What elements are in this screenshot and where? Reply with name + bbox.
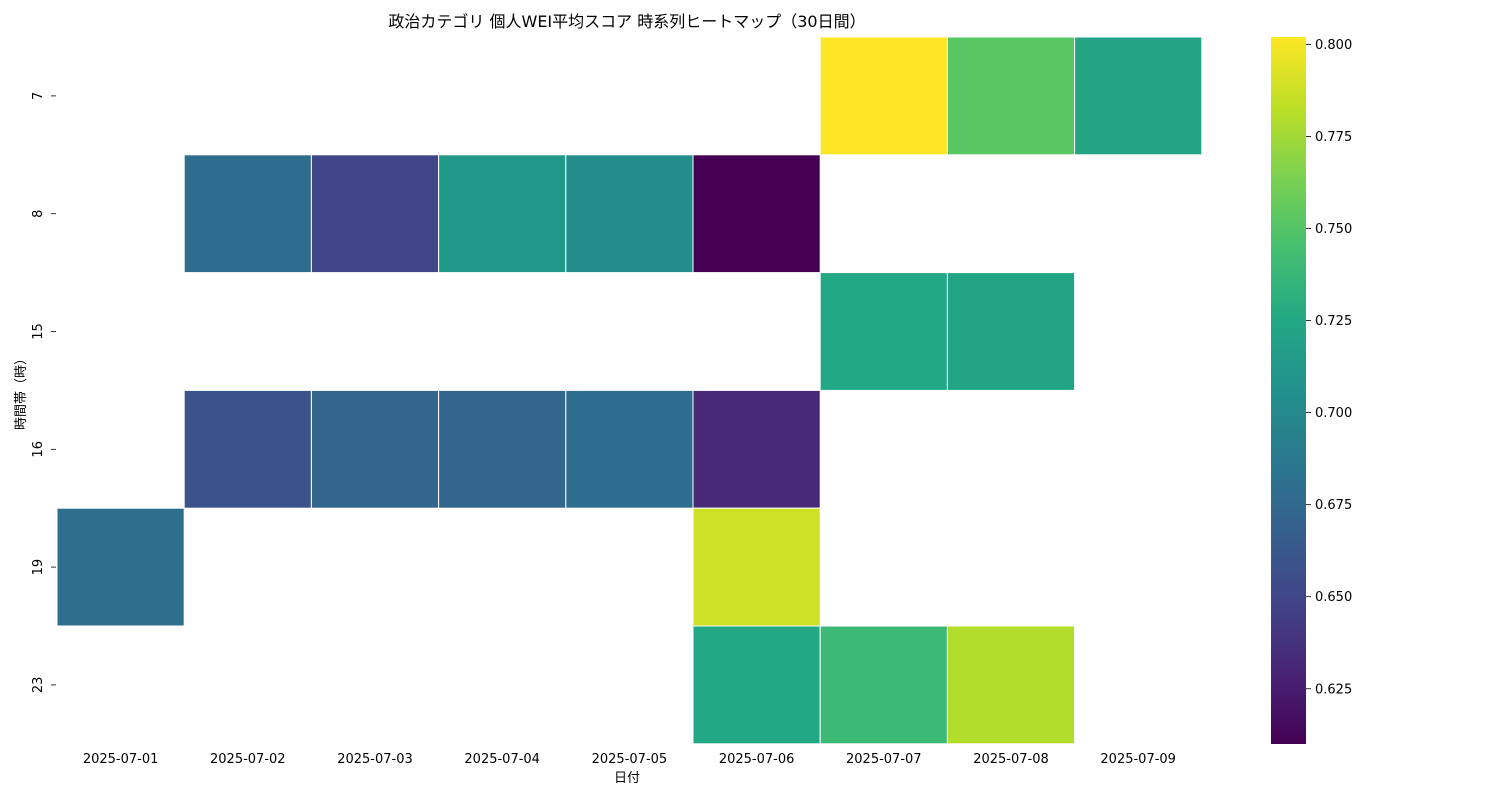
heatmap-cell — [565, 389, 694, 509]
heatmap-cell — [819, 272, 948, 391]
heatmap-cell — [183, 389, 312, 509]
colorbar-tick-label: 0.625 — [1315, 682, 1352, 697]
chart-title: 政治カテゴリ 個人WEI平均スコア 時系列ヒートマップ（30日間） — [388, 12, 865, 31]
y-axis-ticks: 7 8 15 16 19 23 — [31, 92, 56, 693]
x-tick-label: 2025-07-02 — [210, 752, 286, 767]
heatmap-cell — [310, 389, 440, 509]
x-tick-label: 2025-07-03 — [337, 752, 413, 767]
heatmap-cell — [946, 36, 1076, 156]
heatmap-cell — [819, 625, 948, 745]
heatmap-cell — [946, 272, 1076, 391]
heatmap-cell — [946, 625, 1076, 745]
y-tick-label: 16 — [31, 441, 46, 458]
colorbar-tick-label: 0.750 — [1315, 222, 1352, 237]
y-tick-label: 7 — [31, 92, 46, 100]
colorbar-tick-label: 0.725 — [1315, 314, 1352, 329]
y-tick-label: 19 — [31, 559, 46, 576]
heatmap-cell — [692, 507, 821, 627]
heatmap-cell — [692, 154, 821, 274]
heatmap-cell — [692, 389, 821, 509]
y-tick-label: 8 — [31, 210, 46, 218]
heatmap-cell — [183, 154, 312, 274]
heatmap-cell — [565, 154, 694, 274]
colorbar-tick-label: 0.650 — [1315, 590, 1352, 605]
heatmap-cell — [438, 154, 567, 274]
heatmap-cells — [56, 36, 1203, 745]
colorbar-tick-label: 0.800 — [1315, 38, 1352, 53]
x-axis-label: 日付 — [614, 771, 640, 786]
x-tick-label: 2025-07-07 — [846, 752, 922, 767]
colorbar-tick-label: 0.775 — [1315, 130, 1352, 145]
heatmap-cell — [438, 389, 567, 509]
heatmap-cell — [1074, 36, 1203, 156]
y-tick-label: 23 — [31, 677, 46, 694]
x-tick-label: 2025-07-05 — [592, 752, 668, 767]
heatmap-cell — [692, 625, 821, 745]
heatmap-cell — [310, 154, 440, 274]
heatmap-cell — [819, 36, 948, 156]
x-tick-label: 2025-07-08 — [973, 752, 1049, 767]
x-tick-label: 2025-07-01 — [83, 752, 159, 767]
x-tick-label: 2025-07-04 — [464, 752, 540, 767]
x-axis-ticks: 2025-07-01 2025-07-02 2025-07-03 2025-07-04… — [83, 752, 1176, 767]
heatmap-cell — [56, 507, 185, 627]
y-tick-label: 15 — [31, 323, 46, 340]
colorbar-tick-label: 0.675 — [1315, 498, 1352, 513]
y-axis-label: 時間帯（時） — [14, 352, 29, 430]
colorbar-ticks: 0.625 0.650 0.675 0.700 0.725 0.750 0.775 0.800 — [1306, 38, 1352, 697]
x-tick-label: 2025-07-06 — [719, 752, 795, 767]
colorbar-tick-label: 0.700 — [1315, 406, 1352, 421]
x-tick-label: 2025-07-09 — [1100, 752, 1176, 767]
colorbar — [1271, 37, 1306, 744]
